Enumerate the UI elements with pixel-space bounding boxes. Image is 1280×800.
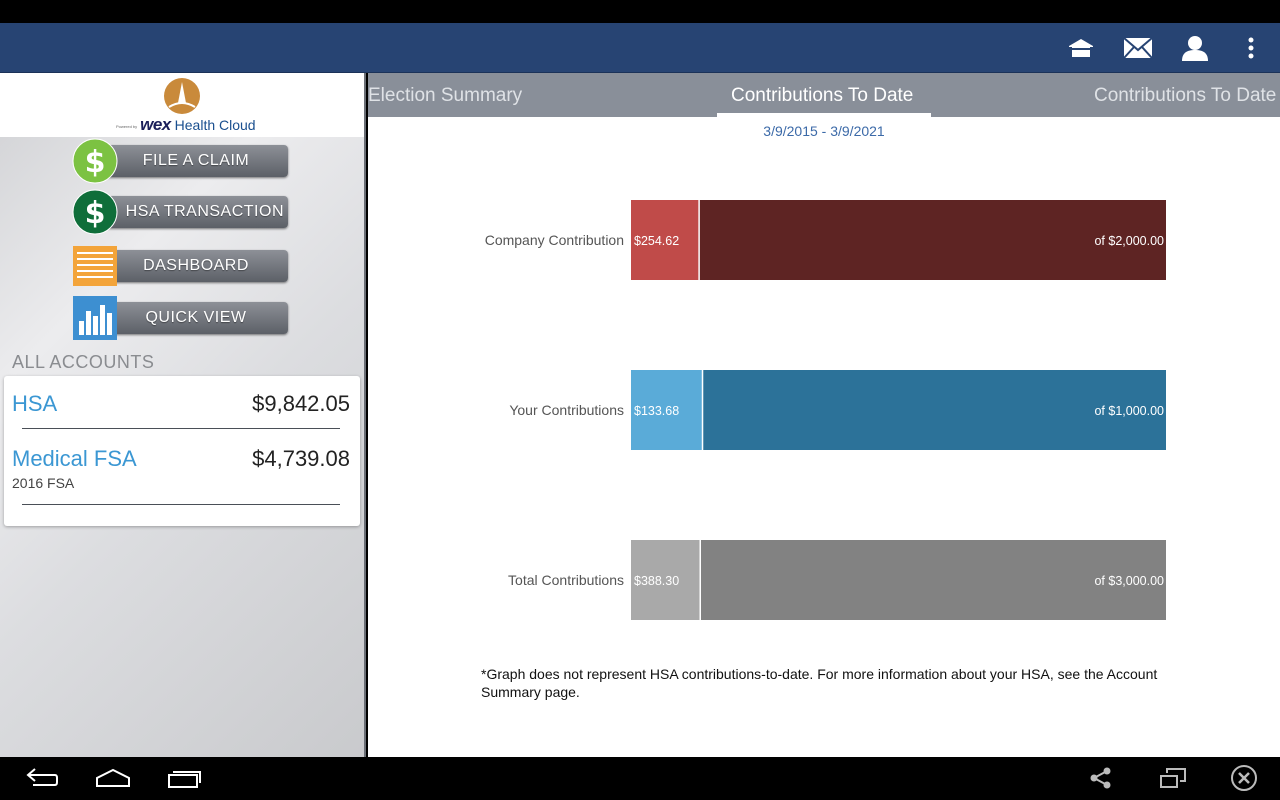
logo-product: Health Cloud xyxy=(174,117,256,133)
back-icon[interactable] xyxy=(22,763,62,793)
all-accounts-header: ALL ACCOUNTS xyxy=(12,352,155,372)
share-icon[interactable] xyxy=(1081,763,1121,793)
account-balance-medical-fsa: $4,739.08 xyxy=(252,446,350,471)
logo-brand: wex xyxy=(140,115,171,134)
category-label: Total Contributions xyxy=(508,572,624,588)
contributions-chart: Company Contribution $254.62 of $2,000.00 Y… xyxy=(485,200,1166,620)
account-balance-hsa: $9,842.05 xyxy=(252,391,350,416)
accounts-card: HSA $9,842.05 Medical FSA $4,739.08 2016… xyxy=(4,376,360,526)
home-icon[interactable] xyxy=(1065,33,1097,63)
close-icon[interactable] xyxy=(1224,763,1264,793)
wex-logo: Powered by wex Health Cloud xyxy=(116,115,256,135)
category-label: Company Contribution xyxy=(485,232,624,248)
dashboard-icon xyxy=(72,243,118,289)
mail-icon[interactable] xyxy=(1122,33,1154,63)
sidebar: Powered by wex Health Cloud FILE A CLAIM … xyxy=(0,73,366,757)
contribution-value-label: $388.30 xyxy=(634,574,679,588)
svg-text:$: $ xyxy=(85,145,106,180)
dollar-icon: $ xyxy=(72,138,118,184)
total-value-label: of $1,000.00 xyxy=(1094,404,1164,418)
active-tab-indicator xyxy=(717,113,931,117)
logo-area: Powered by wex Health Cloud xyxy=(0,73,364,137)
profile-icon[interactable] xyxy=(1179,33,1211,63)
total-bar xyxy=(631,540,1166,620)
divider xyxy=(22,504,340,505)
quick-view-button[interactable]: QUICK VIEW xyxy=(72,296,288,340)
date-range: 3/9/2015 - 3/9/2021 xyxy=(763,123,885,139)
home-button-icon[interactable] xyxy=(93,763,133,793)
window-icon[interactable] xyxy=(1153,763,1193,793)
bar-chart-icon xyxy=(72,295,118,341)
total-bar xyxy=(631,370,1166,450)
footnote: *Graph does not represent HSA contributi… xyxy=(481,666,1158,700)
contribution-value-label: $254.62 xyxy=(634,234,679,248)
quick-view-label: QUICK VIEW xyxy=(145,309,247,326)
divider xyxy=(22,428,340,429)
svg-text:$: $ xyxy=(85,196,106,231)
file-a-claim-button[interactable]: FILE A CLAIM $ xyxy=(72,138,288,184)
status-bar xyxy=(0,0,1280,23)
contribution-value-label: $133.68 xyxy=(634,404,679,418)
contribution-bar xyxy=(631,370,703,450)
main-panel: Election Summary Contributions To Date C… xyxy=(368,73,1280,757)
logo-powered-by: Powered by xyxy=(116,123,138,129)
system-nav-bar xyxy=(0,757,1280,800)
overflow-menu-icon[interactable] xyxy=(1235,33,1267,63)
recents-icon[interactable] xyxy=(164,763,204,793)
contribution-bar xyxy=(631,200,700,280)
account-name-hsa[interactable]: HSA xyxy=(12,391,58,416)
wex-logo-icon xyxy=(164,78,200,114)
dollar-icon: $ xyxy=(72,189,118,235)
account-name-medical-fsa[interactable]: Medical FSA xyxy=(12,446,137,471)
dashboard-label: DASHBOARD xyxy=(143,257,249,274)
total-bar xyxy=(631,200,1166,280)
total-value-label: of $2,000.00 xyxy=(1094,234,1164,248)
file-a-claim-label: FILE A CLAIM xyxy=(142,152,250,169)
category-label: Your Contributions xyxy=(509,402,624,418)
total-value-label: of $3,000.00 xyxy=(1094,574,1164,588)
hsa-transaction-button[interactable]: HSA TRANSACTION $ xyxy=(72,189,288,235)
dashboard-button[interactable]: DASHBOARD xyxy=(72,246,288,286)
hsa-transaction-label: HSA TRANSACTION xyxy=(125,203,284,220)
tab-contributions-to-date[interactable]: Contributions To Date xyxy=(731,85,914,106)
app-bar xyxy=(0,23,1280,73)
account-sub-medical-fsa: 2016 FSA xyxy=(12,475,75,491)
tab-contributions-to-date-next[interactable]: Contributions To Date xyxy=(1094,85,1277,106)
contribution-bar xyxy=(631,540,701,620)
tab-strip: Election Summary Contributions To Date C… xyxy=(368,73,1280,117)
tab-election-summary[interactable]: Election Summary xyxy=(368,85,523,106)
